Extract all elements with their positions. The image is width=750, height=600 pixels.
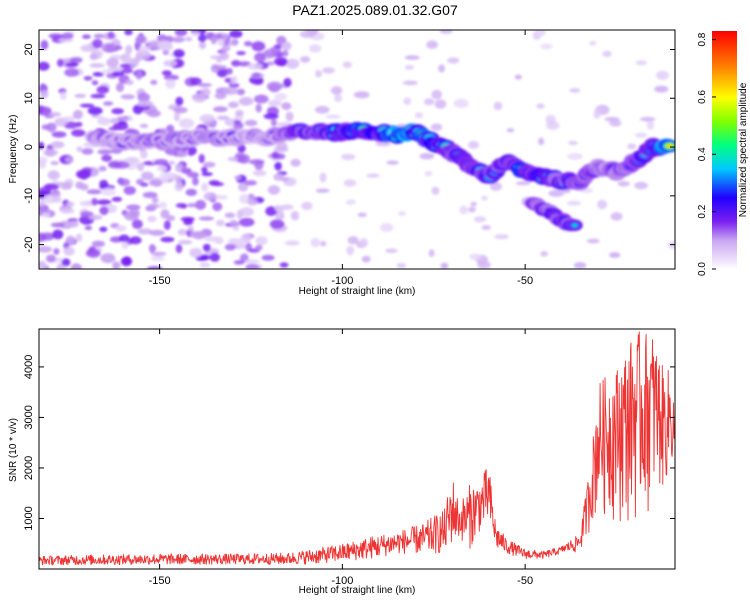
bottom-y-axis: 1000 2000 3000 4000: [23, 355, 675, 531]
bottom-y-tick-label: 1000: [23, 506, 35, 530]
colorbar-tick-label: 0.0: [697, 262, 708, 276]
bottom-x-tick-label: -100: [331, 575, 353, 587]
colorbar-tick-label: 0.6: [697, 90, 708, 104]
bottom-x-axis-label: Height of straight line (km): [299, 585, 416, 596]
top-x-axis: -150 -100 -50: [149, 30, 533, 287]
chart-title: PAZ1.2025.089.01.32.G07: [292, 2, 458, 18]
bottom-x-axis: -150 -100 -50: [149, 329, 533, 587]
top-x-tick-label: -150: [149, 275, 171, 287]
top-y-axis: 20 10 0 -10 -20: [23, 43, 675, 253]
snr-frame: [38, 328, 676, 570]
colorbar: 0.0 0.2 0.4 0.6 0.8 Normalized spectral ampl…: [697, 31, 749, 276]
top-y-tick-label: -20: [23, 237, 35, 253]
colorbar-gradient: [712, 31, 737, 269]
snr-panel: -150 -100 -50 1000 2000 3000 4000 Height of s…: [8, 328, 676, 596]
bottom-y-tick-label: 4000: [23, 355, 35, 379]
bottom-y-tick-label: 3000: [23, 405, 35, 429]
bottom-y-axis-label: SNR (10 * v/v): [8, 418, 19, 482]
top-x-axis-label: Height of straight line (km): [299, 286, 416, 297]
colorbar-tick-label: 0.2: [697, 204, 708, 218]
top-x-tick-label: -50: [517, 275, 533, 287]
colorbar-tick-label: 0.4: [697, 147, 708, 161]
bottom-y-tick-label: 2000: [23, 456, 35, 480]
snr-frame-bg: [39, 329, 675, 569]
snr-series-line: [39, 331, 675, 566]
colorbar-label: Normalized spectral amplitude: [738, 82, 749, 217]
top-y-tick-label: 10: [23, 92, 35, 104]
colorbar-axis: 0.0 0.2 0.4 0.6 0.8: [697, 32, 716, 276]
spectrogram-frame: [38, 29, 676, 270]
top-y-tick-label: 0: [23, 144, 35, 150]
top-x-tick-label: -100: [331, 275, 353, 287]
top-y-axis-label: Frequency (Hz): [8, 115, 19, 184]
spectrogram-image: [39, 30, 675, 269]
top-y-tick-label: -10: [23, 188, 35, 204]
spectrogram-panel: -150 -100 -50 20 10 0 -10 -20 Height of straig…: [8, 29, 676, 297]
top-y-tick-label: 20: [23, 43, 35, 55]
bottom-x-tick-label: -50: [517, 575, 533, 587]
bottom-x-tick-label: -150: [149, 575, 171, 587]
colorbar-tick-label: 0.8: [697, 32, 708, 46]
